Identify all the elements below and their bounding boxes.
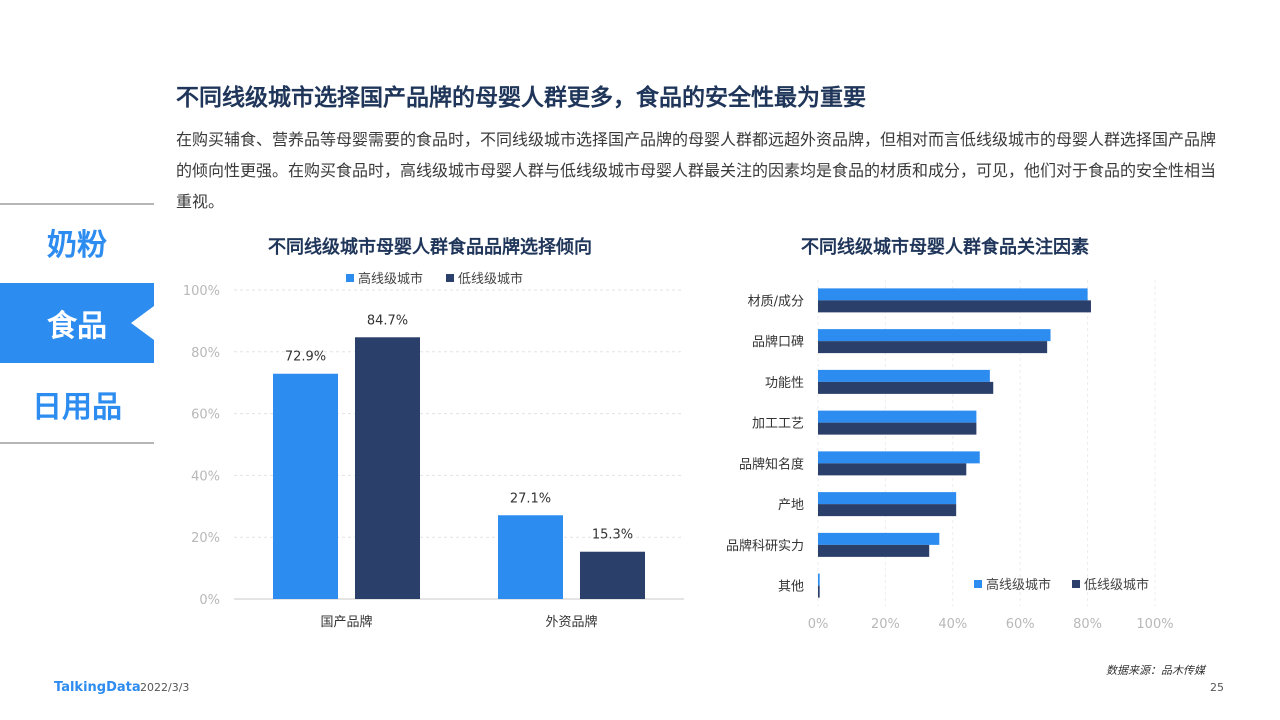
bar-high-tier (818, 288, 1088, 301)
legend: 高线级城市 低线级城市 (346, 271, 523, 287)
category-label: 功能性 (765, 376, 804, 391)
legend-swatch (1072, 580, 1080, 588)
category-label: 外资品牌 (545, 614, 597, 630)
bar-low-tier (818, 585, 820, 598)
y-tick-label: 40% (191, 469, 220, 484)
category-label: 品牌知名度 (739, 456, 804, 472)
legend-label: 低线级城市 (1084, 577, 1149, 593)
data-source: 数据来源：品木传媒 (1106, 664, 1205, 677)
nav-item-milk-powder[interactable]: 奶粉 (47, 228, 107, 263)
bar-low-tier (818, 300, 1091, 313)
legend: 高线级城市 低线级城市 (974, 577, 1149, 593)
data-label: 72.9% (285, 350, 326, 365)
bar-low-tier (818, 544, 930, 557)
bar-high-tier (818, 369, 990, 382)
bar-low-tier (818, 422, 977, 435)
y-tick-label: 0% (199, 593, 220, 608)
page-description: 在购买辅食、营养品等母婴需要的食品时，不同线级城市选择国产品牌的母婴人群都远超外… (176, 130, 1217, 211)
bar-high-tier (818, 410, 977, 423)
legend-swatch (974, 580, 982, 588)
legend-label: 高线级城市 (358, 271, 423, 287)
y-tick-label: 60% (191, 408, 220, 423)
bar-high-tier (818, 573, 820, 586)
bar-low-tier (818, 341, 1048, 354)
category-label: 品牌科研实力 (726, 538, 804, 554)
brand-choice-chart: 高线级城市 低线级城市 0% 20% 40% 60% 80% 100% 72.9% 84.7% 国产… (183, 271, 684, 630)
data-label: 27.1% (510, 491, 551, 506)
y-tick-label: 20% (191, 531, 220, 546)
bar-low-tier (818, 463, 967, 476)
data-label: 84.7% (367, 313, 408, 328)
bar-low-tier (580, 551, 645, 599)
nav-item-daily-goods[interactable]: 日用品 (32, 390, 122, 425)
category-label: 加工工艺 (752, 417, 804, 432)
nav-divider (0, 442, 154, 444)
focus-factors-chart: 0% 20% 40% 60% 80% 100% 材质/成分品牌口碑功能性加工工艺品牌知名度产… (726, 280, 1174, 632)
x-tick-label: 20% (871, 617, 900, 632)
legend-label: 高线级城市 (986, 577, 1051, 593)
legend-label: 低线级城市 (458, 271, 523, 287)
y-tick-label: 100% (183, 284, 220, 299)
report-date: 2022/3/3 (140, 681, 190, 694)
bar-high-tier (818, 451, 980, 464)
category-label: 其他 (778, 580, 804, 595)
category-label: 产地 (778, 498, 804, 513)
category-label: 材质/成分 (748, 294, 804, 309)
bar-low-tier (355, 337, 420, 599)
chart-title-brand: 不同线级城市母婴人群食品品牌选择倾向 (268, 237, 592, 258)
bar-high-tier (818, 492, 957, 505)
data-label: 15.3% (592, 528, 633, 543)
x-tick-label: 40% (938, 617, 967, 632)
chart-title-factors: 不同线级城市母婴人群食品关注因素 (801, 237, 1089, 258)
bar-low-tier (818, 504, 957, 517)
legend-swatch (346, 274, 354, 282)
x-tick-label: 100% (1136, 617, 1173, 632)
x-tick-label: 60% (1006, 617, 1035, 632)
bar-high-tier (498, 515, 563, 599)
x-tick-label: 80% (1073, 617, 1102, 632)
bar-high-tier (818, 532, 940, 545)
talkingdata-logo: TalkingData (54, 680, 141, 695)
x-tick-label: 0% (808, 617, 829, 632)
category-label: 国产品牌 (320, 614, 372, 630)
page-number: 25 (1210, 681, 1224, 694)
y-tick-label: 80% (191, 346, 220, 361)
nav-item-food[interactable]: 食品 (0, 283, 154, 363)
active-indicator-arrow (131, 306, 154, 340)
nav-divider (0, 203, 154, 205)
bar-low-tier (818, 381, 994, 394)
page-title: 不同线级城市选择国产品牌的母婴人群更多，食品的安全性最为重要 (176, 85, 866, 111)
legend-swatch (446, 274, 454, 282)
bar-high-tier (273, 373, 338, 599)
category-label: 品牌口碑 (752, 334, 804, 350)
bar-high-tier (818, 329, 1051, 342)
